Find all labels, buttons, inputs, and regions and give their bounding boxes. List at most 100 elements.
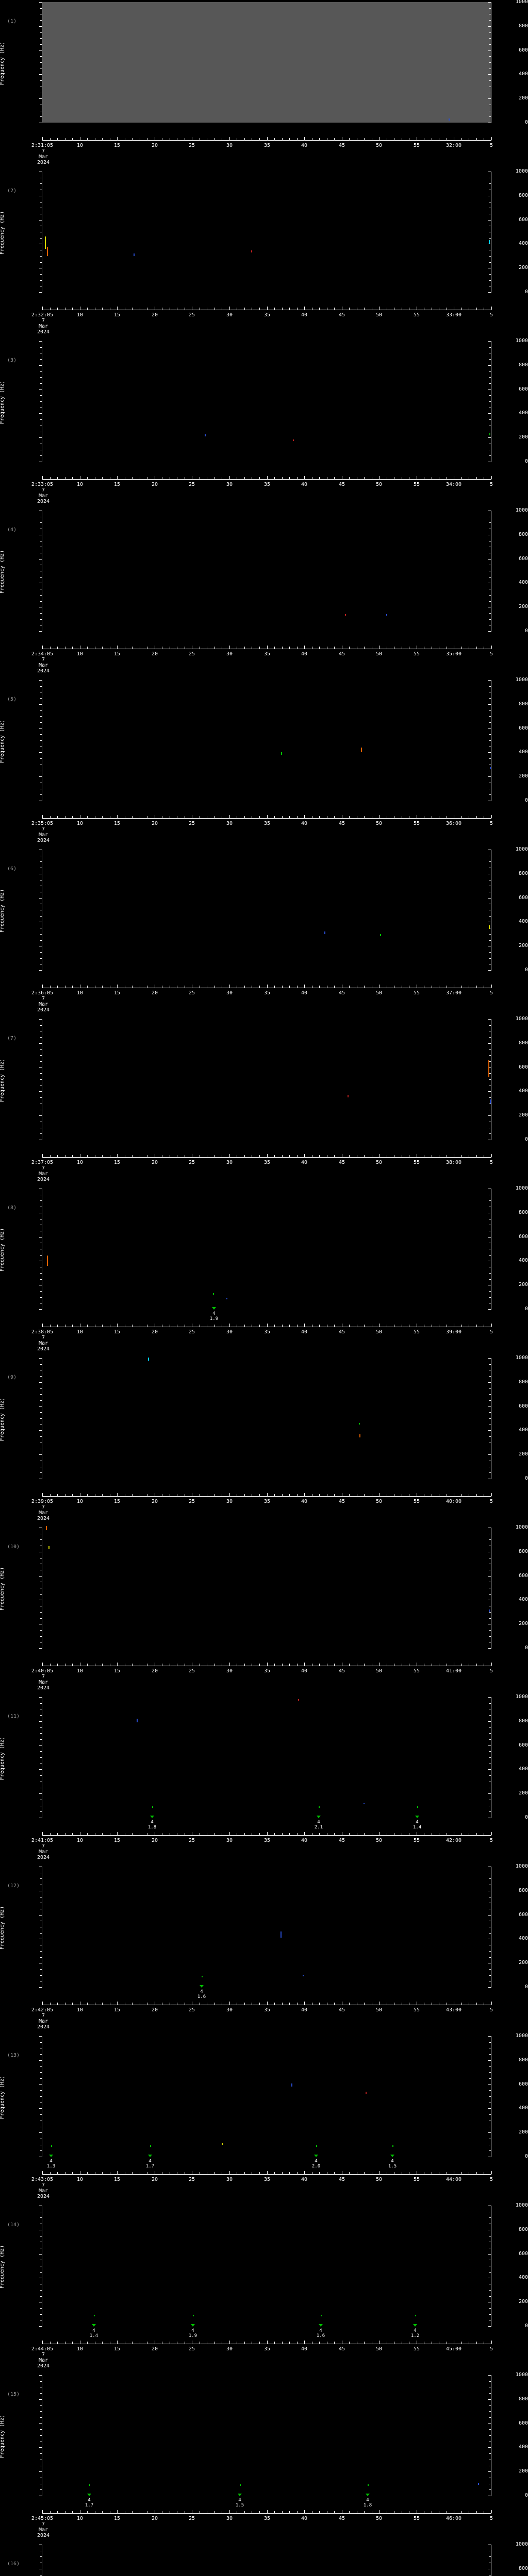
date-stack-label: 7 Mar 2024 — [28, 657, 59, 674]
y-tick-minor-right — [489, 183, 491, 184]
plot-area[interactable] — [42, 2375, 491, 2496]
x-tick-major — [117, 815, 118, 818]
plot-area[interactable] — [42, 2206, 491, 2326]
y-tick-major-right — [488, 2, 491, 3]
x-tick-label: 35 — [263, 2177, 271, 2182]
y-tick-major-right — [488, 1019, 491, 1020]
y-axis-label: Frequency (Hz) — [0, 359, 5, 446]
x-tick-major — [491, 2171, 492, 2174]
plot-area[interactable] — [42, 2, 491, 123]
x-tick-minor — [259, 986, 260, 988]
y-tick-label: 1000 — [515, 2202, 528, 2208]
x-tick-minor — [72, 2342, 73, 2344]
plot-area[interactable] — [42, 511, 491, 631]
y-tick-label: 600 — [518, 1572, 528, 1579]
x-tick-minor — [132, 2342, 133, 2344]
y-tick-major — [39, 2036, 42, 2037]
x-tick-minor — [259, 2172, 260, 2174]
plot-area[interactable] — [42, 2036, 491, 2157]
y-tick-minor — [40, 1878, 42, 1879]
x-tick-minor — [334, 647, 335, 649]
event-score: 1.5 — [235, 2503, 244, 2508]
x-tick-minor — [214, 138, 215, 140]
x-tick-major — [229, 2510, 230, 2513]
detection-mark — [298, 1699, 299, 1701]
date-stack-label: 7 Mar 2024 — [28, 2182, 59, 2199]
x-tick-minor — [72, 816, 73, 818]
date-stack-label: 7 Mar 2024 — [28, 2013, 59, 2030]
plot-area[interactable] — [42, 680, 491, 801]
y-tick-major-right — [488, 1115, 491, 1116]
y-tick-major-right — [488, 1406, 491, 1407]
y-tick-label: 600 — [518, 894, 528, 901]
x-tick-minor — [274, 138, 275, 140]
x-tick-minor — [57, 2342, 58, 2344]
plot-area[interactable] — [42, 172, 491, 292]
plot-area[interactable] — [42, 341, 491, 462]
y-tick-minor — [40, 1412, 42, 1413]
x-tick-label: 20 — [151, 2007, 158, 2013]
y-tick-minor-right — [489, 280, 491, 281]
x-tick-minor — [282, 2342, 283, 2344]
x-tick-minor — [364, 1833, 365, 1835]
plot-area[interactable] — [42, 1528, 491, 1648]
y-axis-label: Frequency (Hz) — [0, 20, 5, 107]
y-tick-minor-right — [489, 1297, 491, 1298]
x-tick-label: 45 — [338, 482, 345, 487]
event-label: 4 1.7 — [146, 2159, 154, 2169]
y-tick-major-right — [488, 74, 491, 75]
y-axis-label-text: Frequency (Hz) — [0, 2562, 5, 2576]
x-tick-label: 32:00 — [446, 143, 462, 148]
y-tick-minor-right — [489, 595, 491, 596]
y-tick-major-right — [488, 752, 491, 753]
plot-area[interactable] — [42, 1189, 491, 1309]
y-tick-label: 1000 — [515, 677, 528, 683]
x-tick-label: 42:00 — [446, 1838, 462, 1843]
x-tick-minor — [282, 308, 283, 310]
spectrogram-panel: (14) Frequency (Hz) 0 200 400 600 800 1000 2:44:… — [0, 2202, 528, 2373]
x-tick-minor — [132, 986, 133, 988]
detection-mark — [226, 1298, 227, 1299]
x-tick-label: 20 — [151, 1668, 158, 1674]
y-tick-label: 200 — [518, 95, 528, 101]
detection-mark — [386, 614, 387, 616]
plot-area[interactable] — [42, 1019, 491, 1140]
x-tick-label: 55 — [413, 821, 420, 826]
x-tick-minor — [476, 138, 477, 140]
y-tick-minor — [40, 1975, 42, 1976]
x-tick-major — [42, 2341, 43, 2344]
x-tick-major — [117, 1154, 118, 1157]
x-tick-minor — [214, 2342, 215, 2344]
x-tick-minor — [50, 477, 51, 479]
x-tick-minor — [102, 1325, 103, 1327]
y-tick-minor-right — [489, 916, 491, 917]
x-tick-major — [379, 646, 380, 649]
detection-mark — [359, 1434, 360, 1437]
x-tick-major — [379, 307, 380, 310]
y-tick-minor-right — [489, 1933, 491, 1934]
spectrogram-panel: (4) Frequency (Hz) 0 200 400 600 800 1000 2:34:0… — [0, 508, 528, 678]
plot-area[interactable] — [42, 2545, 491, 2576]
x-tick-major — [267, 815, 268, 818]
y-tick-minor — [40, 2556, 42, 2557]
y-tick-major-right — [488, 2375, 491, 2376]
x-tick-minor — [274, 1833, 275, 1835]
y-tick-minor-right — [489, 62, 491, 63]
x-tick-major — [491, 2510, 492, 2513]
event-score: 1.4 — [412, 1825, 422, 1830]
x-tick-minor — [244, 816, 245, 818]
y-tick-minor-right — [489, 401, 491, 402]
plot-area[interactable] — [42, 1697, 491, 1818]
x-tick-minor — [259, 2511, 260, 2513]
plot-area[interactable] — [42, 1867, 491, 1987]
y-tick-major-right — [488, 1769, 491, 1770]
y-tick-minor-right — [489, 958, 491, 959]
plot-area[interactable] — [42, 850, 491, 970]
y-tick-minor-right — [489, 2272, 491, 2273]
x-tick-minor — [259, 1833, 260, 1835]
y-tick-minor — [40, 2429, 42, 2430]
x-tick-minor — [87, 308, 88, 310]
plot-area[interactable] — [42, 1358, 491, 1479]
x-tick-major — [491, 2002, 492, 2005]
x-tick-label: 30 — [226, 1160, 233, 1165]
